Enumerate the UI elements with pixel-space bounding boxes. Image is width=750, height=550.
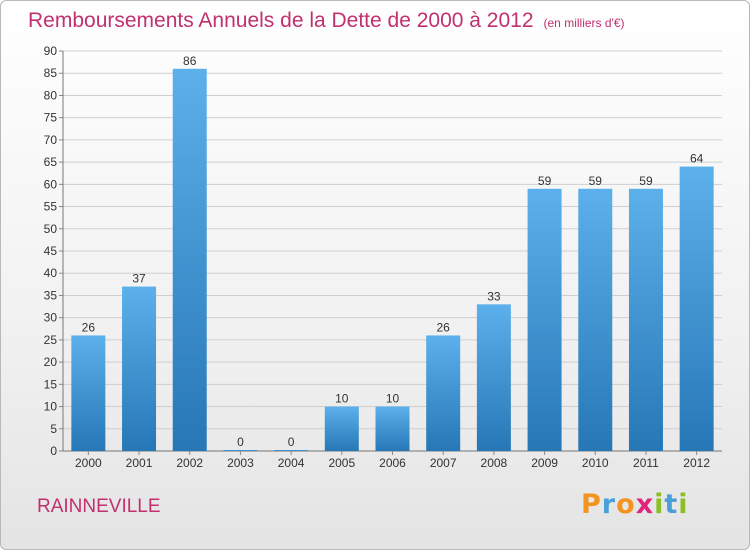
x-tick-label: 2008 bbox=[481, 456, 508, 470]
brand-letter: r bbox=[601, 489, 617, 520]
y-tick-label: 60 bbox=[44, 177, 58, 191]
y-tick-label: 45 bbox=[44, 244, 58, 258]
chart-unit-label: (en milliers d'€) bbox=[543, 16, 625, 30]
bar bbox=[375, 406, 410, 451]
brand-letter: i bbox=[678, 489, 689, 520]
brand-letter: P bbox=[581, 489, 602, 520]
bar bbox=[426, 335, 461, 451]
bar-value-label: 59 bbox=[538, 174, 552, 188]
x-tick-label: 2005 bbox=[328, 456, 355, 470]
y-tick-label: 10 bbox=[44, 400, 58, 414]
bar bbox=[324, 406, 359, 451]
bar bbox=[476, 304, 511, 451]
y-tick-label: 80 bbox=[44, 88, 58, 102]
bar-value-label: 59 bbox=[639, 174, 653, 188]
bar bbox=[71, 335, 106, 451]
x-tick-label: 2002 bbox=[176, 456, 203, 470]
bar-value-label: 10 bbox=[335, 392, 349, 406]
y-tick-label: 65 bbox=[44, 155, 58, 169]
y-tick-label: 5 bbox=[50, 422, 57, 436]
bar bbox=[628, 188, 663, 451]
y-tick-label: 55 bbox=[44, 200, 58, 214]
brand-letter: o bbox=[616, 489, 636, 520]
x-tick-label: 2009 bbox=[531, 456, 558, 470]
proxiti-logo: Proxiti bbox=[581, 489, 689, 520]
bar bbox=[679, 166, 714, 452]
chart-title-text: Remboursements Annuels de la Dette de 20… bbox=[28, 9, 534, 32]
y-tick-label: 70 bbox=[44, 133, 58, 147]
y-tick-label: 15 bbox=[44, 377, 58, 391]
y-tick-label: 25 bbox=[44, 333, 58, 347]
x-tick-label: 2003 bbox=[227, 456, 254, 470]
x-tick-label: 2001 bbox=[126, 456, 153, 470]
bar-value-label: 0 bbox=[288, 435, 295, 449]
x-tick-label: 2010 bbox=[582, 456, 609, 470]
bar-value-label: 64 bbox=[690, 152, 704, 166]
bar bbox=[172, 68, 207, 452]
commune-name: RAINNEVILLE bbox=[37, 496, 161, 517]
y-tick-label: 30 bbox=[44, 311, 58, 325]
bar-value-label: 26 bbox=[437, 320, 451, 334]
bar bbox=[223, 450, 258, 451]
brand-letter: t bbox=[664, 489, 679, 520]
y-tick-label: 35 bbox=[44, 288, 58, 302]
x-tick-label: 2012 bbox=[683, 456, 710, 470]
y-tick-label: 85 bbox=[44, 66, 58, 80]
bar-value-label: 59 bbox=[589, 174, 603, 188]
brand-letter: x bbox=[635, 489, 655, 520]
bar bbox=[578, 188, 613, 451]
x-tick-label: 2006 bbox=[379, 456, 406, 470]
y-tick-label: 20 bbox=[44, 355, 58, 369]
brand-letter: i bbox=[654, 489, 665, 520]
y-tick-label: 40 bbox=[44, 266, 58, 280]
x-tick-label: 2011 bbox=[633, 456, 659, 470]
bar bbox=[274, 450, 309, 451]
bar-value-label: 86 bbox=[183, 54, 197, 68]
y-tick-label: 0 bbox=[50, 444, 57, 458]
chart-title: Remboursements Annuels de la Dette de 20… bbox=[28, 9, 625, 33]
bar-value-label: 33 bbox=[487, 289, 501, 303]
bar bbox=[122, 286, 157, 451]
bar-value-label: 26 bbox=[82, 320, 96, 334]
x-tick-label: 2004 bbox=[278, 456, 305, 470]
x-tick-label: 2007 bbox=[430, 456, 457, 470]
x-tick-label: 2000 bbox=[75, 456, 102, 470]
bar-value-label: 0 bbox=[237, 435, 244, 449]
bar bbox=[527, 188, 562, 451]
bar-value-label: 10 bbox=[386, 392, 400, 406]
y-tick-label: 50 bbox=[44, 222, 58, 236]
y-tick-label: 90 bbox=[44, 44, 58, 58]
bar-value-label: 37 bbox=[132, 272, 146, 286]
y-tick-label: 75 bbox=[44, 111, 58, 125]
